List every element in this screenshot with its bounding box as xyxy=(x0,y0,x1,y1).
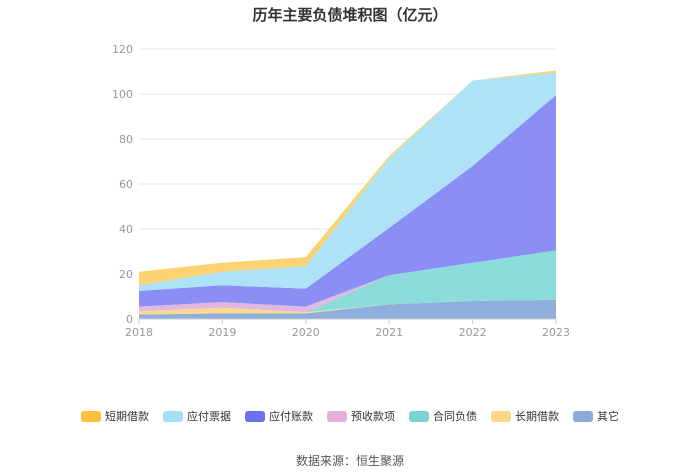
legend: 短期借款 应付票据 应付账款 预收款项 合同负债 长期借款 其它 xyxy=(0,408,700,424)
y-tick-label: 120 xyxy=(112,43,133,56)
x-tick-label: 2021 xyxy=(375,326,403,339)
source-note: 数据来源：恒生聚源 xyxy=(295,454,404,468)
y-tick-label: 40 xyxy=(119,223,133,236)
legend-item[interactable]: 长期借款 xyxy=(491,408,559,424)
legend-label: 应付账款 xyxy=(269,410,313,423)
area-series-1 xyxy=(139,299,556,315)
legend-label: 预收款项 xyxy=(351,410,395,423)
legend-swatch xyxy=(81,410,101,422)
x-tick-label: 2023 xyxy=(542,326,570,339)
legend-swatch xyxy=(409,410,429,422)
legend-item[interactable]: 其它 xyxy=(573,408,619,424)
x-tick-label: 2019 xyxy=(208,326,236,339)
x-tick-label: 2018 xyxy=(125,326,153,339)
area-series-group xyxy=(139,70,556,319)
legend-swatch xyxy=(327,410,347,422)
legend-label: 其它 xyxy=(597,410,619,423)
legend-label: 长期借款 xyxy=(515,410,559,423)
area-series-0 xyxy=(139,299,556,319)
y-tick-label: 60 xyxy=(119,178,133,191)
chart-title: 历年主要负债堆积图（亿元） xyxy=(252,6,448,24)
axes: 0 20 40 60 80 100 120 2018 2019 2020 2021 2022 2023 xyxy=(112,43,570,339)
x-tick-label: 2022 xyxy=(459,326,487,339)
legend-label: 短期借款 xyxy=(105,410,149,423)
legend-item[interactable]: 应付账款 xyxy=(245,408,313,424)
y-tick-label: 20 xyxy=(119,268,133,281)
legend-label: 应付票据 xyxy=(187,410,231,423)
y-tick-label: 80 xyxy=(119,133,133,146)
legend-swatch xyxy=(491,410,511,422)
legend-label: 合同负债 xyxy=(433,410,477,423)
legend-item[interactable]: 合同负债 xyxy=(409,408,477,424)
y-tick-label: 0 xyxy=(126,313,133,326)
legend-item[interactable]: 应付票据 xyxy=(163,408,231,424)
area-series-2 xyxy=(139,250,556,313)
area-series-4 xyxy=(139,95,556,307)
area-series-3 xyxy=(139,250,556,313)
legend-swatch xyxy=(573,410,593,422)
legend-item[interactable]: 预收款项 xyxy=(327,408,395,424)
legend-swatch xyxy=(163,410,183,422)
x-tick-label: 2020 xyxy=(292,326,320,339)
legend-item[interactable]: 短期借款 xyxy=(81,408,149,424)
legend-swatch xyxy=(245,410,265,422)
area-series-5 xyxy=(139,72,556,291)
y-tick-label: 100 xyxy=(112,88,133,101)
